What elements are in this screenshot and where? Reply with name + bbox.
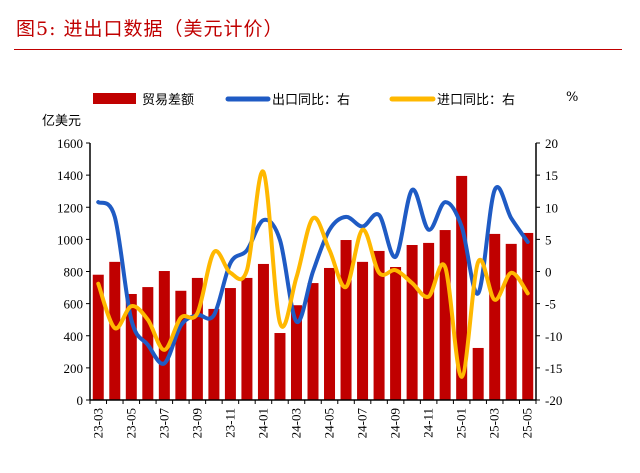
bar-24-08 xyxy=(373,250,385,400)
left-tick-label: 800 xyxy=(64,265,84,280)
bar-24-03 xyxy=(290,305,302,400)
x-tick-label: 24-03 xyxy=(288,408,303,438)
left-tick-label: 1000 xyxy=(57,232,83,247)
right-tick-label: 20 xyxy=(545,136,558,151)
right-tick-label: -20 xyxy=(545,393,562,408)
left-tick-label: 1200 xyxy=(57,200,83,215)
bar-24-11 xyxy=(423,242,435,400)
bar-23-05 xyxy=(125,293,137,400)
left-tick-label: 1400 xyxy=(57,168,83,183)
left-tick-label: 400 xyxy=(64,329,84,344)
right-tick-label: -15 xyxy=(545,361,562,376)
left-tick-label: 1600 xyxy=(57,136,83,151)
bar-23-04 xyxy=(109,261,121,400)
left-tick-label: 0 xyxy=(77,393,84,408)
x-tick-label: 24-09 xyxy=(388,408,403,438)
figure-title: 图5: 进出口数据（美元计价） xyxy=(16,18,284,40)
bar-25-01 xyxy=(456,175,468,400)
x-tick-label: 25-05 xyxy=(520,408,535,438)
x-tick-label: 24-07 xyxy=(355,408,370,439)
bar-23-11 xyxy=(224,288,236,400)
x-tick-label: 24-11 xyxy=(421,408,436,438)
right-axis-unit: % xyxy=(566,90,578,105)
bar-23-08 xyxy=(175,290,187,400)
left-axis-unit: 亿美元 xyxy=(42,114,81,129)
left-tick-label: 200 xyxy=(64,361,84,376)
legend: 贸易差额 出口同比：右 进口同比：右 xyxy=(93,93,515,108)
bar-24-04 xyxy=(307,283,319,400)
export-yoy-line xyxy=(96,185,530,366)
right-tick-label: 10 xyxy=(545,200,558,215)
x-tick-label: 23-05 xyxy=(123,408,138,438)
bar-23-09 xyxy=(191,277,203,400)
bar-25-04 xyxy=(505,243,517,400)
legend-swatch-trade-balance xyxy=(93,93,136,104)
bar-24-06 xyxy=(340,240,352,400)
bar-24-12 xyxy=(439,230,451,400)
bar-23-12 xyxy=(241,277,253,400)
x-tick-label: 24-01 xyxy=(255,408,270,438)
legend-label-export: 出口同比：右 xyxy=(272,93,350,108)
bar-23-10 xyxy=(208,308,220,400)
x-tick-label: 23-09 xyxy=(189,408,204,438)
bar-24-01 xyxy=(257,263,269,400)
bar-24-09 xyxy=(390,267,402,400)
right-tick-label: 0 xyxy=(545,265,552,280)
right-tick-label: -10 xyxy=(545,329,562,344)
x-tick-label: 23-03 xyxy=(90,408,105,438)
bar-25-05 xyxy=(522,232,534,400)
bar-24-02 xyxy=(274,333,286,400)
right-tick-label: 5 xyxy=(545,232,552,247)
left-tick-label: 600 xyxy=(64,297,84,312)
legend-label-import: 进口同比：右 xyxy=(437,93,515,108)
right-tick-label: 15 xyxy=(545,168,558,183)
legend-label-trade-balance: 贸易差额 xyxy=(142,93,194,108)
bar-25-03 xyxy=(489,233,501,400)
bar-24-07 xyxy=(357,261,369,400)
x-tick-label: 23-11 xyxy=(222,408,237,438)
x-tick-label: 25-01 xyxy=(454,408,469,438)
x-tick-label: 23-07 xyxy=(156,408,171,439)
right-tick-label: -5 xyxy=(545,297,556,312)
import-yoy-line xyxy=(96,169,530,379)
bar-25-02 xyxy=(472,347,484,400)
x-tick-label: 24-05 xyxy=(322,408,337,438)
bar-24-05 xyxy=(324,267,336,400)
x-tick-label: 25-03 xyxy=(487,408,502,438)
bar-24-10 xyxy=(406,244,418,400)
bar-23-07 xyxy=(158,271,170,400)
title-divider xyxy=(14,49,622,50)
bar-23-03 xyxy=(92,274,104,400)
